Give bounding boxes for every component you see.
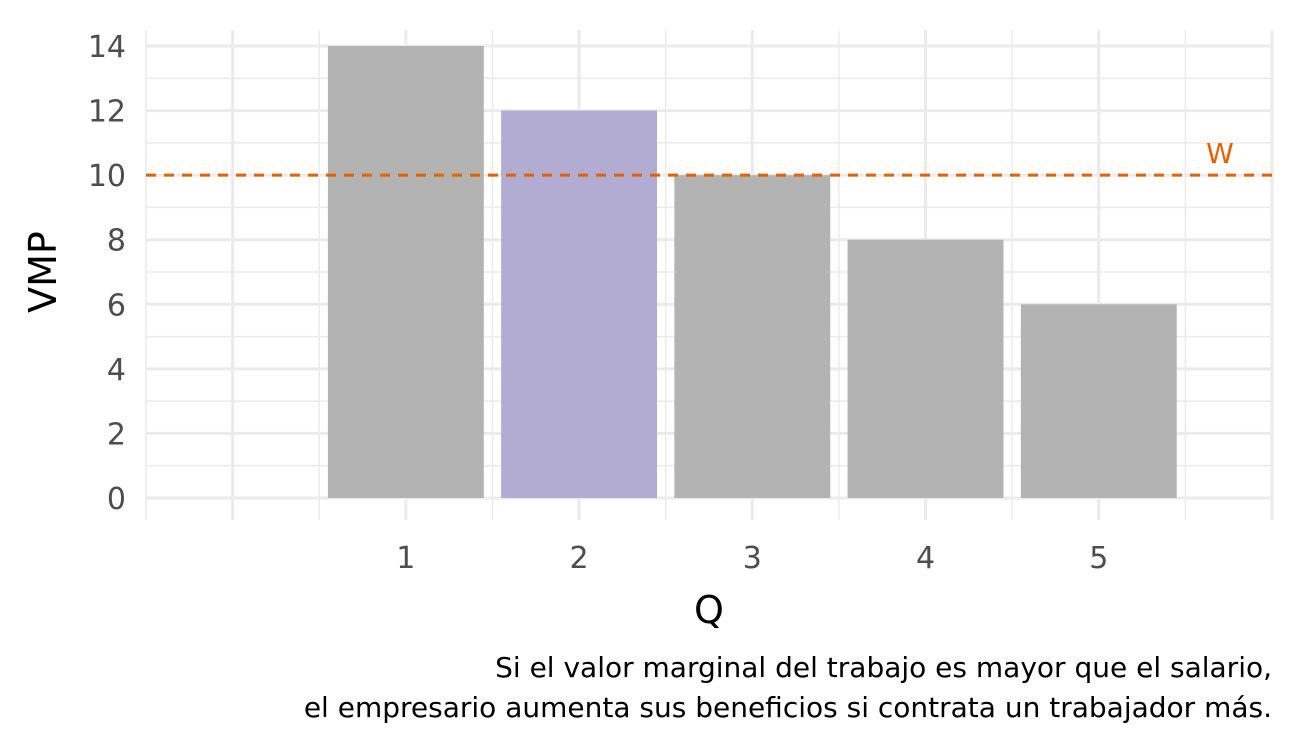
bars	[327, 46, 1177, 499]
bar-q5	[1020, 304, 1177, 498]
bar-q2	[501, 110, 658, 499]
wage-reference-label: W	[1206, 137, 1234, 170]
bar-q4	[847, 239, 1004, 498]
bar-q3	[674, 175, 831, 498]
x-tick-label: 1	[396, 541, 415, 576]
y-tick-label: 14	[88, 30, 126, 65]
chart-caption: Si el valor marginal del trabajo es mayo…	[304, 648, 1272, 728]
y-tick-label: 0	[107, 482, 126, 517]
y-tick-label: 2	[107, 417, 126, 452]
caption-line-1: Si el valor marginal del trabajo es mayo…	[495, 651, 1272, 684]
x-tick-label: 4	[916, 541, 935, 576]
x-tick-labels: 1 2 3 4 5	[396, 541, 1108, 576]
y-axis-title: VMP	[21, 231, 65, 313]
y-tick-label: 8	[107, 224, 126, 259]
y-tick-label: 4	[107, 353, 126, 388]
x-tick-label: 3	[743, 541, 762, 576]
bar-q1	[327, 46, 484, 498]
y-tick-labels: 0 2 4 6 8 10 12 14	[88, 30, 126, 517]
y-tick-label: 12	[88, 95, 126, 130]
y-tick-label: 6	[107, 288, 126, 323]
x-tick-label: 2	[570, 541, 589, 576]
reference-line-group: W	[146, 137, 1272, 177]
y-tick-label: 10	[88, 159, 126, 194]
x-axis-title: Q	[694, 588, 724, 632]
x-tick-label: 5	[1089, 541, 1108, 576]
caption-line-2: el empresario aumenta sus beneficios si …	[303, 691, 1272, 724]
